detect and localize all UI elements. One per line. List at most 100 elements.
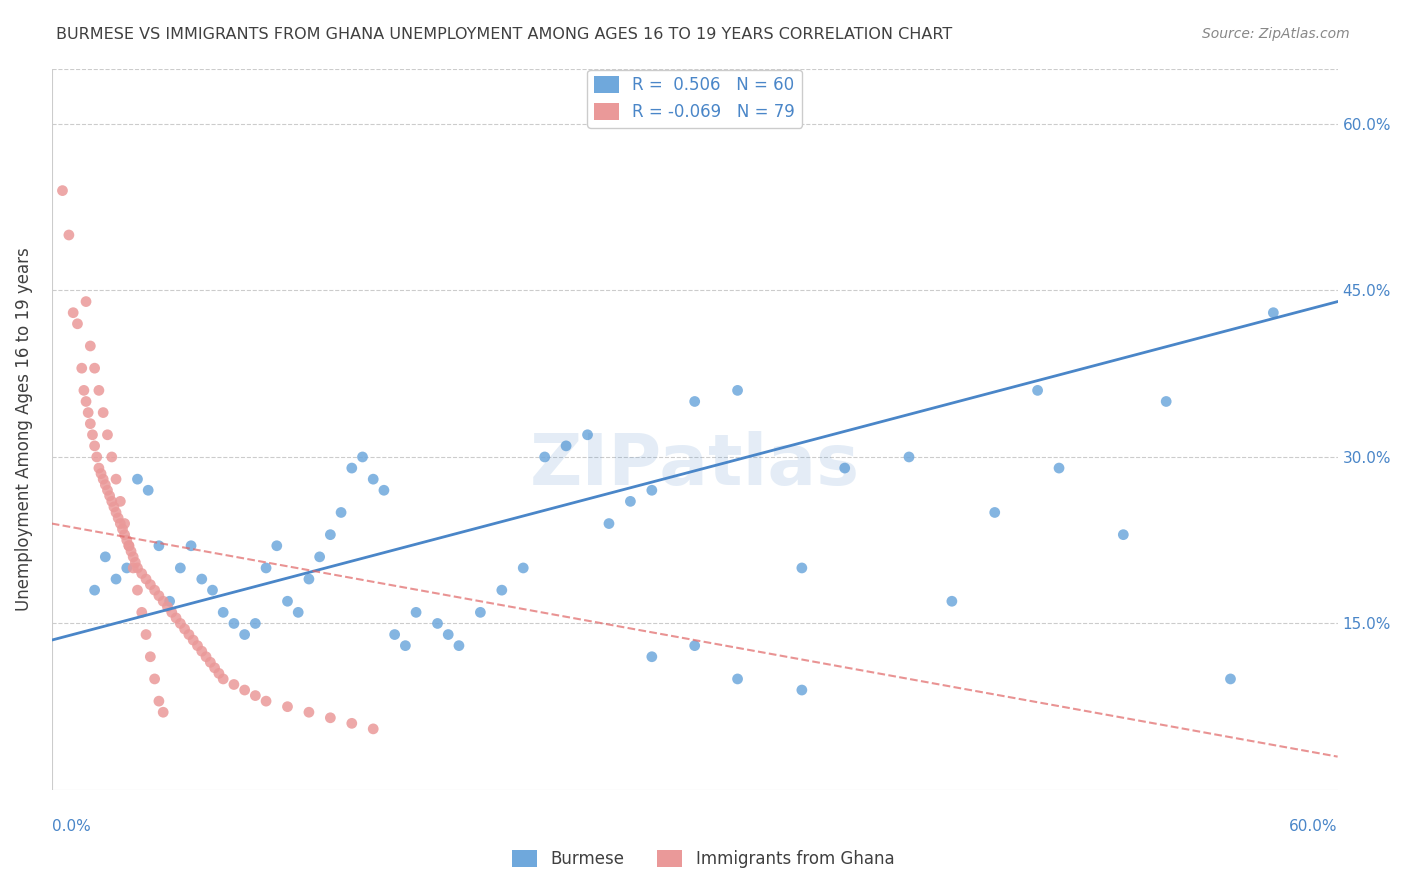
Point	[94, 477, 117, 491]
Point	[361, 722, 384, 736]
Point	[51, 184, 73, 198]
Point	[319, 527, 342, 541]
Point	[222, 677, 245, 691]
Point	[330, 506, 353, 520]
Point	[426, 616, 449, 631]
Point	[191, 572, 214, 586]
Point	[1047, 461, 1070, 475]
Point	[100, 494, 122, 508]
Point	[127, 583, 149, 598]
Point	[131, 566, 153, 581]
Point	[77, 406, 100, 420]
Text: 0.0%: 0.0%	[52, 819, 90, 834]
Legend: Burmese, Immigrants from Ghana: Burmese, Immigrants from Ghana	[505, 843, 901, 875]
Point	[266, 539, 288, 553]
Point	[308, 549, 330, 564]
Point	[727, 672, 749, 686]
Point	[212, 672, 235, 686]
Point	[139, 649, 162, 664]
Point	[352, 450, 374, 464]
Point	[533, 450, 555, 464]
Point	[143, 672, 166, 686]
Point	[384, 627, 406, 641]
Point	[98, 489, 121, 503]
Y-axis label: Unemployment Among Ages 16 to 19 years: Unemployment Among Ages 16 to 19 years	[15, 247, 32, 611]
Point	[405, 605, 427, 619]
Point	[169, 616, 191, 631]
Point	[373, 483, 395, 498]
Point	[114, 516, 136, 531]
Point	[298, 705, 321, 719]
Point	[152, 705, 174, 719]
Point	[96, 427, 118, 442]
Point	[118, 539, 141, 553]
Text: Source: ZipAtlas.com: Source: ZipAtlas.com	[1202, 27, 1350, 41]
Point	[200, 655, 222, 669]
Point	[245, 616, 267, 631]
Point	[340, 461, 363, 475]
Point	[115, 533, 138, 548]
Point	[941, 594, 963, 608]
Point	[160, 605, 183, 619]
Point	[683, 639, 706, 653]
Point	[91, 406, 114, 420]
Point	[148, 539, 170, 553]
Point	[159, 594, 181, 608]
Point	[555, 439, 578, 453]
Point	[319, 711, 342, 725]
Point	[105, 572, 128, 586]
Point	[86, 450, 108, 464]
Point	[139, 577, 162, 591]
Point	[94, 549, 117, 564]
Point	[83, 361, 105, 376]
Point	[1112, 527, 1135, 541]
Point	[173, 622, 195, 636]
Point	[135, 572, 157, 586]
Point	[790, 683, 813, 698]
Point	[131, 605, 153, 619]
Point	[75, 294, 97, 309]
Point	[79, 339, 101, 353]
Point	[118, 539, 141, 553]
Point	[208, 666, 231, 681]
Point	[576, 427, 599, 442]
Point	[122, 561, 145, 575]
Point	[58, 227, 80, 242]
Point	[115, 561, 138, 575]
Point	[470, 605, 492, 619]
Point	[152, 594, 174, 608]
Point	[90, 467, 112, 481]
Text: BURMESE VS IMMIGRANTS FROM GHANA UNEMPLOYMENT AMONG AGES 16 TO 19 YEARS CORRELAT: BURMESE VS IMMIGRANTS FROM GHANA UNEMPLO…	[56, 27, 952, 42]
Point	[683, 394, 706, 409]
Point	[195, 649, 218, 664]
Point	[103, 500, 125, 514]
Point	[127, 561, 149, 575]
Point	[186, 639, 208, 653]
Point	[111, 522, 134, 536]
Point	[254, 561, 277, 575]
Point	[1219, 672, 1241, 686]
Point	[91, 472, 114, 486]
Point	[447, 639, 470, 653]
Point	[201, 583, 224, 598]
Point	[641, 483, 664, 498]
Point	[87, 461, 110, 475]
Point	[790, 561, 813, 575]
Point	[394, 639, 416, 653]
Point	[169, 561, 191, 575]
Text: 60.0%: 60.0%	[1289, 819, 1337, 834]
Point	[83, 583, 105, 598]
Point	[82, 427, 104, 442]
Point	[100, 450, 122, 464]
Point	[181, 633, 204, 648]
Point	[180, 539, 202, 553]
Point	[124, 555, 146, 569]
Point	[361, 472, 384, 486]
Point	[143, 583, 166, 598]
Point	[105, 506, 128, 520]
Point	[598, 516, 620, 531]
Point	[110, 494, 132, 508]
Point	[148, 589, 170, 603]
Point	[437, 627, 460, 641]
Point	[727, 384, 749, 398]
